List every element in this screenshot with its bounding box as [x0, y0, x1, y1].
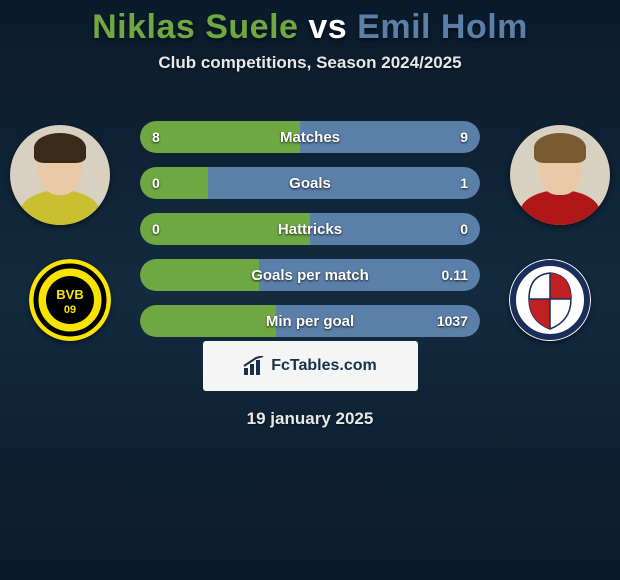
stat-label: Goals per match: [140, 259, 480, 291]
stat-bar: 00Hattricks: [140, 213, 480, 245]
subtitle: Club competitions, Season 2024/2025: [0, 53, 620, 97]
player2-shirt: [520, 190, 600, 225]
stat-label: Goals: [140, 167, 480, 199]
watermark: FcTables.com: [203, 341, 418, 391]
stat-bar: 89Matches: [140, 121, 480, 153]
watermark-text: FcTables.com: [271, 357, 377, 375]
title-vs: vs: [298, 8, 357, 46]
stats-area: BVB 09 89Matches 01Goals 00Hattricks 0.11Go…: [0, 97, 620, 327]
stat-label: Matches: [140, 121, 480, 153]
stat-bar: 01Goals: [140, 167, 480, 199]
player2-hair: [534, 133, 586, 163]
stat-label: Hattricks: [140, 213, 480, 245]
player1-shirt: [20, 190, 100, 225]
stat-bars: 89Matches 01Goals 00Hattricks 0.11Goals per…: [140, 121, 480, 337]
page-title: Niklas Suele vs Emil Holm: [0, 0, 620, 53]
svg-text:09: 09: [64, 304, 76, 316]
date: 19 january 2025: [0, 409, 620, 429]
player1-portrait: [10, 125, 110, 225]
chart-icon: [243, 356, 265, 376]
stat-bar: 1037Min per goal: [140, 305, 480, 337]
player2-club-badge: [509, 259, 591, 341]
title-player2: Emil Holm: [357, 8, 528, 46]
svg-text:BVB: BVB: [56, 287, 83, 302]
stat-label: Min per goal: [140, 305, 480, 337]
stat-bar: 0.11Goals per match: [140, 259, 480, 291]
player1-hair: [34, 133, 86, 163]
title-player1: Niklas Suele: [92, 8, 298, 46]
player1-club-badge: BVB 09: [29, 259, 111, 341]
player2-portrait: [510, 125, 610, 225]
